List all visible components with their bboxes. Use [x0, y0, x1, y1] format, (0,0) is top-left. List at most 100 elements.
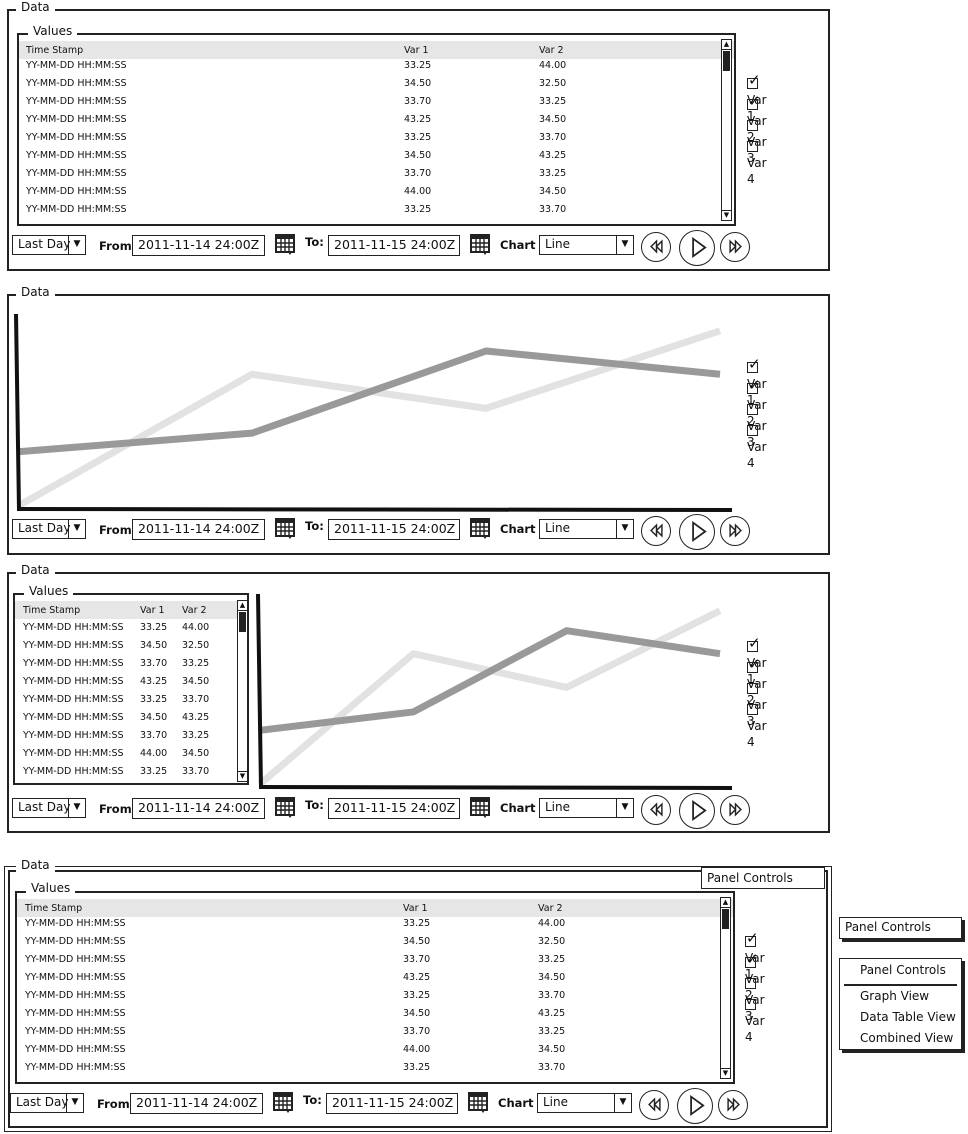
range-select[interactable]: Last Day ▼ [12, 235, 86, 255]
range-select[interactable]: Last Day ▼ [12, 798, 86, 818]
from-date-input[interactable]: 2011-11-14 24:00Z [132, 235, 265, 256]
play-button[interactable] [679, 793, 715, 829]
rewind-button[interactable] [641, 795, 671, 825]
checkbox[interactable] [747, 141, 758, 152]
variable-toggle-3[interactable]: Var 3 [747, 118, 770, 165]
checkbox[interactable] [747, 635, 761, 652]
checkbox[interactable] [747, 683, 758, 694]
calendar-icon[interactable] [470, 797, 490, 819]
rewind-button[interactable] [641, 232, 671, 262]
scroll-thumb[interactable] [723, 51, 730, 71]
calendar-icon[interactable] [468, 1092, 488, 1114]
variable-toggle-1[interactable]: Var 1 [747, 356, 770, 407]
checkbox[interactable] [747, 425, 758, 436]
header-var-1[interactable]: Var 1 [404, 45, 429, 56]
scroll-down-icon[interactable]: ▼ [238, 771, 247, 780]
variable-toggle-4[interactable]: Var 4 [747, 702, 770, 749]
checkbox[interactable] [745, 930, 759, 947]
calendar-icon[interactable] [275, 518, 295, 540]
scroll-up-icon[interactable]: ▲ [238, 601, 247, 611]
scroll-down-icon[interactable]: ▼ [722, 210, 731, 219]
fast-forward-button[interactable] [720, 516, 750, 546]
chart-type-select[interactable]: Line ▼ [539, 235, 634, 255]
panel-controls-button[interactable]: Panel Controls [701, 867, 825, 889]
chevron-down-icon[interactable]: ▼ [66, 1094, 83, 1112]
chart-type-select[interactable]: Line ▼ [539, 798, 634, 818]
chevron-down-icon[interactable]: ▼ [616, 236, 633, 254]
header-var-1[interactable]: Var 1 [403, 903, 428, 914]
chart-type-select[interactable]: Line ▼ [539, 519, 634, 539]
chevron-down-icon[interactable]: ▼ [68, 520, 85, 538]
play-button[interactable] [679, 514, 715, 550]
checkbox[interactable] [745, 951, 759, 968]
calendar-icon[interactable] [470, 518, 490, 540]
chevron-down-icon[interactable]: ▼ [616, 520, 633, 538]
calendar-icon[interactable] [275, 234, 295, 256]
play-button[interactable] [677, 1088, 713, 1124]
checkbox[interactable] [747, 72, 761, 89]
variable-toggle-4[interactable]: Var 4 [747, 423, 770, 470]
menu-item-data-table-view[interactable]: Data Table View [860, 1010, 956, 1024]
calendar-icon[interactable] [470, 234, 490, 256]
scroll-up-icon[interactable]: ▲ [721, 898, 730, 908]
table-scrollbar[interactable]: ▲ ▼ [237, 600, 248, 782]
menu-item-graph-view[interactable]: Graph View [860, 989, 930, 1003]
variable-toggle-3[interactable]: Var 3 [747, 402, 770, 449]
chevron-down-icon[interactable]: ▼ [68, 236, 85, 254]
from-date-input[interactable]: 2011-11-14 24:00Z [132, 519, 265, 540]
range-select[interactable]: Last Day ▼ [12, 519, 86, 539]
header-time-stamp[interactable]: Time Stamp [26, 45, 84, 56]
fast-forward-button[interactable] [718, 1090, 748, 1120]
checkbox[interactable] [747, 404, 758, 415]
variable-toggle-1[interactable]: Var 1 [747, 72, 770, 123]
from-date-input[interactable]: 2011-11-14 24:00Z [132, 798, 265, 819]
to-date-input[interactable]: 2011-11-15 24:00Z [328, 519, 460, 540]
fast-forward-button[interactable] [720, 232, 750, 262]
chevron-down-icon[interactable]: ▼ [614, 1094, 631, 1112]
checkbox[interactable] [745, 999, 756, 1010]
fast-forward-button[interactable] [720, 795, 750, 825]
menu-item-combined-view[interactable]: Combined View [860, 1031, 954, 1045]
variable-toggle-1[interactable]: Var 1 [747, 635, 770, 686]
from-date-input[interactable]: 2011-11-14 24:00Z [130, 1093, 263, 1114]
variable-toggle-3[interactable]: Var 3 [747, 681, 770, 728]
checkbox[interactable] [747, 704, 758, 715]
checkbox[interactable] [747, 120, 758, 131]
table-scrollbar[interactable]: ▲ ▼ [721, 39, 732, 221]
header-time-stamp[interactable]: Time Stamp [25, 903, 83, 914]
header-var-1[interactable]: Var 1 [140, 605, 165, 616]
variable-toggle-2[interactable]: Var 2 [747, 93, 770, 144]
checkbox[interactable] [745, 978, 756, 989]
checkbox[interactable] [747, 656, 761, 673]
scroll-thumb[interactable] [239, 612, 246, 632]
panel-controls-menu-title[interactable]: Panel Controls [860, 963, 946, 977]
checkbox[interactable] [747, 93, 761, 110]
table-scrollbar[interactable]: ▲ ▼ [720, 897, 731, 1079]
variable-toggle-2[interactable]: Var 2 [747, 377, 770, 428]
variable-toggle-4[interactable]: Var 4 [745, 997, 768, 1044]
checkbox[interactable] [747, 377, 761, 394]
header-var-2[interactable]: Var 2 [538, 903, 563, 914]
scroll-thumb[interactable] [722, 909, 729, 929]
rewind-button[interactable] [641, 516, 671, 546]
scroll-down-icon[interactable]: ▼ [721, 1068, 730, 1077]
variable-toggle-4[interactable]: Var 4 [747, 139, 770, 186]
play-button[interactable] [679, 230, 715, 266]
to-date-input[interactable]: 2011-11-15 24:00Z [326, 1093, 458, 1114]
variable-toggle-2[interactable]: Var 2 [745, 951, 768, 1002]
panel-controls-collapsed[interactable]: Panel Controls [839, 917, 962, 939]
chevron-down-icon[interactable]: ▼ [616, 799, 633, 817]
scroll-up-icon[interactable]: ▲ [722, 40, 731, 50]
to-date-input[interactable]: 2011-11-15 24:00Z [328, 798, 460, 819]
calendar-icon[interactable] [275, 797, 295, 819]
rewind-button[interactable] [639, 1090, 669, 1120]
range-select[interactable]: Last Day ▼ [10, 1093, 84, 1113]
variable-toggle-2[interactable]: Var 2 [747, 656, 770, 707]
calendar-icon[interactable] [273, 1092, 293, 1114]
header-var-2[interactable]: Var 2 [539, 45, 564, 56]
variable-toggle-1[interactable]: Var 1 [745, 930, 768, 981]
variable-toggle-3[interactable]: Var 3 [745, 976, 768, 1023]
to-date-input[interactable]: 2011-11-15 24:00Z [328, 235, 460, 256]
chart-type-select[interactable]: Line ▼ [537, 1093, 632, 1113]
checkbox[interactable] [747, 356, 761, 373]
